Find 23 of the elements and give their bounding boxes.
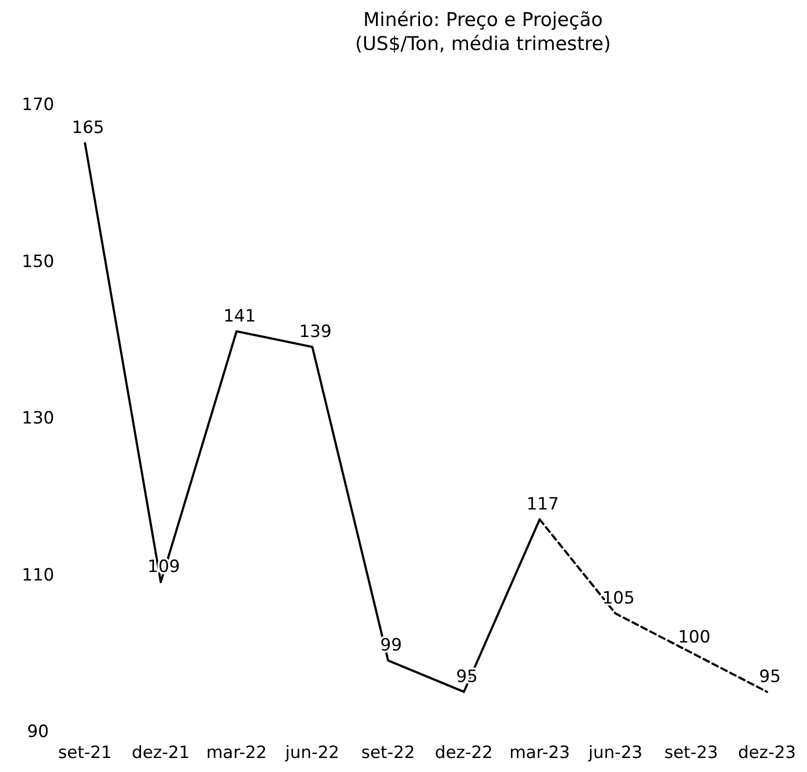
x-tick-label: set-22 <box>361 743 415 763</box>
y-tick-label: 90 <box>27 722 49 742</box>
x-tick-label: mar-22 <box>206 743 267 763</box>
x-tick-label: mar-23 <box>509 743 570 763</box>
x-tick-label: dez-21 <box>132 743 190 763</box>
x-tick-label: set-21 <box>58 743 112 763</box>
x-tick-label: dez-22 <box>434 743 493 763</box>
data-label: 139 <box>299 322 332 342</box>
y-tick-label: 130 <box>22 408 54 428</box>
x-tick-label: dez-23 <box>738 743 796 763</box>
x-tick-label: jun-22 <box>284 743 340 763</box>
y-tick-label: 110 <box>22 565 54 586</box>
data-label: 165 <box>72 118 104 138</box>
x-tick-label: jun-23 <box>587 743 642 763</box>
data-label: 141 <box>223 306 256 326</box>
data-label: 105 <box>602 588 635 608</box>
data-label: 95 <box>759 666 781 687</box>
y-tick-label: 170 <box>22 95 54 115</box>
data-label: 100 <box>678 628 710 648</box>
y-tick-label: 150 <box>22 252 54 272</box>
data-label: 117 <box>526 494 559 514</box>
chart-title: Minério: Preço e Projeção (US$/Ton, média trimestre) <box>355 9 611 55</box>
x-tick-label: set-23 <box>664 743 718 763</box>
